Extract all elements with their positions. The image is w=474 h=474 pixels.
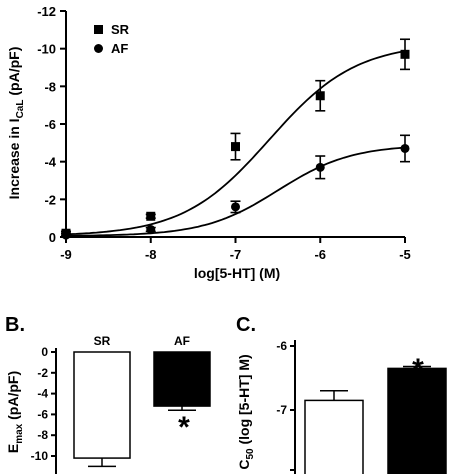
panel-a-x-axis-title: log[5-HT] (M) — [194, 265, 280, 281]
data-point-af — [61, 230, 71, 240]
data-point-af — [231, 202, 240, 212]
panel-a-data-points — [61, 38, 410, 240]
fit-curve-sr — [65, 50, 406, 236]
panel-c-bar-af — [387, 367, 447, 474]
panel-c-significance-star: * — [412, 353, 424, 386]
panel-b-y-tick-label: -10 — [31, 449, 49, 463]
fit-curve-af — [65, 146, 406, 237]
panel-b-significance-star: * — [178, 411, 190, 444]
legend-marker-sr — [94, 25, 103, 34]
legend-label-sr: SR — [111, 22, 130, 37]
panel-a-dose-response-chart: -12 -10 -8 -6 -4 -2 0 -9 -8 -7 -6 -5 log[5-HT] (M)… — [6, 4, 411, 281]
data-point-af — [315, 162, 325, 172]
panel-a-x-tick-label: -7 — [230, 247, 242, 262]
panel-a-y-tick-label: -6 — [44, 117, 56, 132]
panel-b-category-label: SR — [94, 334, 111, 348]
panel-a-x-ticks: -9 -8 -7 -6 -5 — [60, 237, 411, 262]
panel-b-y-tick-label: -2 — [37, 366, 48, 380]
panel-a-y-tick-label: -12 — [37, 4, 56, 19]
data-point-af — [146, 224, 156, 234]
data-point-sr — [231, 142, 240, 152]
panel-a-y-tick-label: -2 — [44, 192, 56, 207]
panel-a-y-tick-label: -10 — [37, 42, 56, 57]
panel-a-x-tick-label: -5 — [399, 247, 411, 262]
panel-b-letter: B. — [5, 314, 25, 336]
panel-b-y-tick-label: -8 — [37, 428, 48, 442]
panel-a-fit-curves — [65, 50, 406, 237]
panel-c-ec50-bar-chart: C. -6 -7 * C50 (log [5-HT] M) — [236, 314, 447, 474]
panel-c-y-tick-label: -6 — [276, 339, 287, 353]
panel-c-bars: * — [304, 353, 447, 474]
panel-a-y-ticks: -12 -10 -8 -6 -4 -2 0 — [37, 4, 66, 245]
panel-a-legend: SR AF — [94, 22, 130, 56]
panel-b-y-tick-label: 0 — [41, 345, 48, 359]
panel-a-x-tick-label: -8 — [145, 247, 157, 262]
panel-a-y-tick-label: -4 — [44, 155, 56, 170]
panel-b-y-tick-label: -4 — [37, 387, 48, 401]
legend-marker-af — [94, 44, 103, 53]
panel-c-y-tick-label: -7 — [276, 403, 287, 417]
panel-a-x-tick-label: -6 — [314, 247, 326, 262]
panel-a-y-tick-label: 0 — [49, 230, 56, 245]
panel-c-y-axis-title: C50 (log [5-HT] M) — [236, 354, 256, 469]
panel-b-y-tick-label: -6 — [37, 407, 48, 421]
panel-b-bars: SR AF * — [73, 334, 211, 468]
panel-b-y-ticks: 0 -2 -4 -6 -8 -10 — [31, 345, 56, 463]
data-point-af — [400, 143, 410, 153]
panel-b-bar-af — [153, 351, 211, 407]
panel-b-bar-sr — [73, 351, 131, 459]
panel-c-bar-sr — [304, 399, 364, 474]
panel-b-category-label: AF — [174, 334, 190, 348]
panel-b-y-axis-title: Emax (pA/pF) — [5, 371, 25, 453]
panel-c-letter: C. — [236, 314, 256, 336]
panel-a-x-tick-label: -9 — [60, 247, 72, 262]
data-point-sr — [400, 49, 410, 59]
legend-label-af: AF — [111, 41, 128, 56]
panel-a-y-tick-label: -8 — [44, 79, 56, 94]
panel-c-y-ticks: -6 -7 — [276, 339, 295, 471]
panel-a-y-axis-title: Increase in ICaL (pA/pF) — [6, 47, 26, 200]
data-point-sr — [315, 91, 325, 101]
data-point-sr — [146, 211, 156, 221]
panel-b-emax-bar-chart: B. 0 -2 -4 -6 -8 -10 SR AF * Emax (pA/pF) — [5, 314, 211, 474]
